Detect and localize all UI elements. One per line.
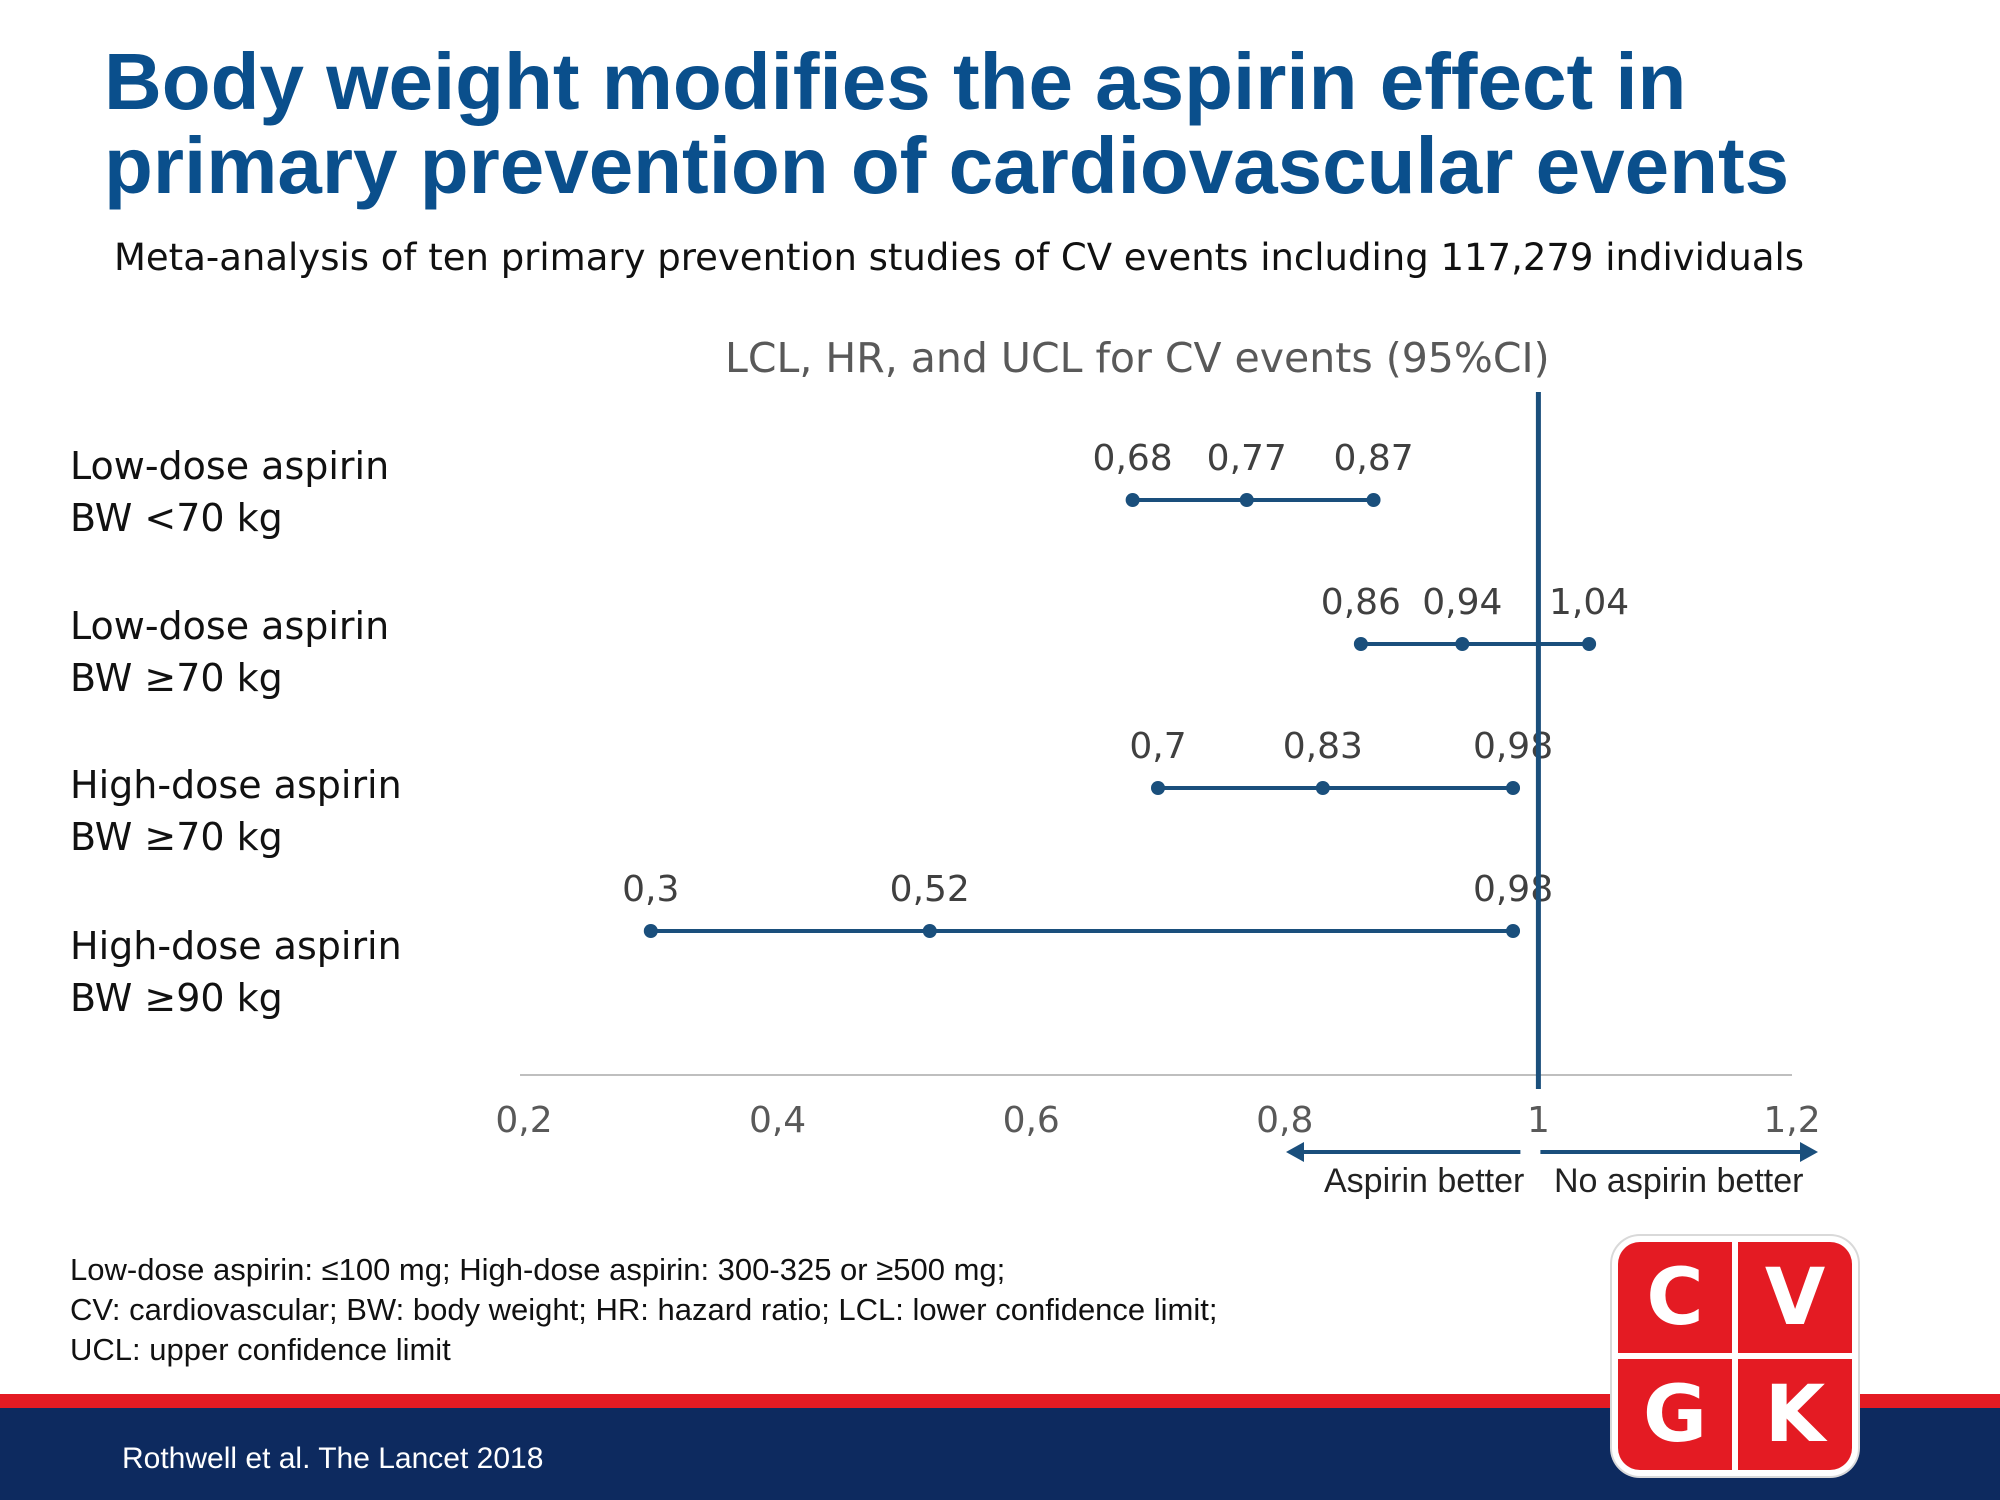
hr-data-label: 0,94 [1422, 582, 1502, 623]
arrow-left-head [1286, 1142, 1304, 1162]
x-tick-label: 1 [1527, 1100, 1550, 1141]
footnote-line-1: Low-dose aspirin: ≤100 mg; High-dose asp… [70, 1252, 1006, 1287]
hr-data-label: 0,77 [1207, 438, 1287, 479]
row-label-3: High-dose aspirin BW ≥90 kg [70, 920, 402, 1024]
logo-letter-k: K [1738, 1359, 1852, 1470]
cvgk-logo: C V G K [1612, 1236, 1858, 1476]
ucl-point [1366, 493, 1381, 507]
slide-title-line-2: primary prevention of cardiovascular eve… [104, 121, 1790, 210]
row-label-1: Low-dose aspirin BW ≥70 kg [70, 600, 389, 704]
footer-red-band [0, 1394, 2000, 1408]
ucl-point [1506, 781, 1521, 795]
hr-point [922, 924, 937, 938]
lcl-data-label: 0,68 [1093, 438, 1173, 479]
lcl-point [1125, 493, 1140, 507]
hr-point [1239, 493, 1254, 507]
lcl-data-label: 0,7 [1129, 726, 1186, 767]
footnote: Low-dose aspirin: ≤100 mg; High-dose asp… [70, 1250, 1570, 1370]
x-tick-label: 1,2 [1763, 1100, 1820, 1141]
direction-label-left: Aspirin better [1324, 1162, 1525, 1200]
row-label-3-line-1: High-dose aspirin [70, 924, 402, 968]
row-label-1-line-2: BW ≥70 kg [70, 656, 283, 700]
lcl-point [1151, 781, 1165, 795]
chart-title: LCL, HR, and UCL for CV events (95%CI) [725, 334, 1550, 382]
direction-label-right: No aspirin better [1554, 1162, 1804, 1200]
ucl-point [1506, 924, 1521, 938]
x-tick-label: 0,2 [495, 1100, 552, 1141]
lcl-data-label: 0,3 [622, 869, 679, 910]
slide-subtitle: Meta-analysis of ten primary prevention … [114, 236, 1805, 279]
ucl-data-label: 1,04 [1549, 582, 1629, 623]
row-label-2-line-1: High-dose aspirin [70, 763, 402, 807]
x-tick-label: 0,8 [1256, 1100, 1313, 1141]
row-label-0-line-2: BW <70 kg [70, 496, 283, 540]
ucl-point [1582, 637, 1597, 651]
hr-point [1455, 637, 1470, 651]
arrow-right-head [1800, 1142, 1818, 1162]
lcl-point [1353, 637, 1368, 651]
x-tick-label: 0,4 [749, 1100, 806, 1141]
logo-letter-v: V [1738, 1242, 1852, 1353]
logo-letter-c: C [1618, 1242, 1732, 1353]
row-label-2-line-2: BW ≥70 kg [70, 815, 283, 859]
lcl-point [643, 924, 658, 938]
lcl-data-label: 0,86 [1321, 582, 1401, 623]
hr-point [1315, 781, 1330, 795]
hr-data-label: 0,83 [1283, 726, 1363, 767]
row-label-1-line-1: Low-dose aspirin [70, 604, 390, 648]
citation: Rothwell et al. The Lancet 2018 [122, 1442, 544, 1475]
row-label-3-line-2: BW ≥90 kg [70, 976, 283, 1020]
logo-letter-g: G [1618, 1359, 1732, 1470]
ucl-data-label: 0,98 [1473, 869, 1553, 910]
row-label-0: Low-dose aspirin BW <70 kg [70, 440, 389, 544]
footnote-line-2: CV: cardiovascular; BW: body weight; HR:… [70, 1292, 1218, 1327]
slide-title: Body weight modifies the aspirin effect … [104, 40, 1964, 208]
ucl-data-label: 0,98 [1473, 726, 1553, 767]
ucl-data-label: 0,87 [1333, 438, 1413, 479]
slide-title-line-1: Body weight modifies the aspirin effect … [104, 37, 1687, 126]
x-tick-label: 0,6 [1003, 1100, 1060, 1141]
hr-data-label: 0,52 [890, 869, 970, 910]
row-label-2: High-dose aspirin BW ≥70 kg [70, 759, 402, 863]
footnote-line-3: UCL: upper confidence limit [70, 1332, 451, 1367]
row-label-0-line-1: Low-dose aspirin [70, 444, 390, 488]
